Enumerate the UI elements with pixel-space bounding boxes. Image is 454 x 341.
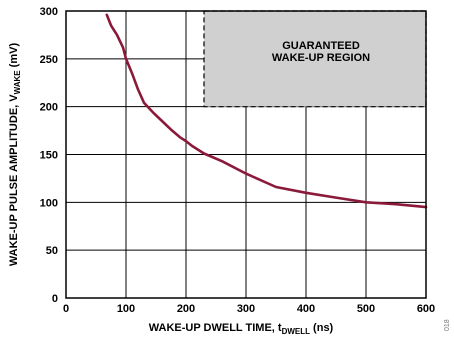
series-layer	[105, 13, 428, 209]
y-tick-label-0: 0	[52, 293, 58, 305]
x-tick-label-400: 400	[297, 303, 315, 315]
x-tick-label-200: 200	[177, 303, 195, 315]
plot-frame	[65, 10, 427, 299]
x-tick-label-500: 500	[357, 303, 375, 315]
y-axis-label: WAKE-UP PULSE AMPLITUDE, VWAKE (mV)	[8, 43, 22, 267]
x-axis-label: WAKE-UP DWELL TIME, tDWELL (ns)	[149, 322, 334, 336]
series-line-0	[105, 13, 428, 209]
region-label-line1: GUARANTEED	[282, 40, 360, 52]
x-tick-label-100: 100	[117, 303, 135, 315]
y-tick-label-300: 300	[40, 6, 58, 18]
x-tick-label-600: 600	[417, 303, 435, 315]
guaranteed-region-box	[203, 10, 427, 108]
y-tick-label-150: 150	[40, 150, 58, 162]
x-tick-labels: 0 100 200 300 400 500 600	[63, 303, 435, 315]
y-tick-label-50: 50	[46, 245, 58, 257]
figure-code: 018	[444, 319, 451, 331]
y-tick-label-250: 250	[40, 54, 58, 66]
y-tick-labels: 0 50 100 150 200 250 300	[40, 6, 58, 305]
x-tick-label-0: 0	[63, 303, 69, 315]
y-tick-label-100: 100	[40, 197, 58, 209]
y-tick-label-200: 200	[40, 102, 58, 114]
x-tick-label-300: 300	[237, 303, 255, 315]
region-label-line2: WAKE-UP REGION	[272, 52, 370, 64]
